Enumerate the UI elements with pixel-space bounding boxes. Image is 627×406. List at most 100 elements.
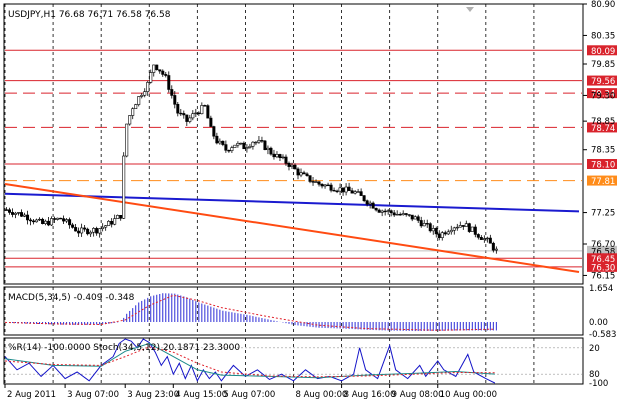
candle-body [470,226,474,232]
time-tick-label: 10 Aug 00:00 [440,390,497,400]
vertical-grid [4,4,535,384]
candle-body [29,219,33,222]
candle-body [125,123,129,157]
candle-body [326,184,330,187]
candle-body [86,228,90,235]
price-tick-label: 78.85 [591,117,615,127]
candle-body [182,113,186,116]
trendlines [4,183,580,273]
price-tick-label: 77.25 [591,209,615,219]
price-level-label: 77.81 [591,177,615,187]
candle-body [212,126,216,137]
candle-body [41,218,45,224]
candle-body [77,230,81,234]
candle-body [335,190,339,193]
price-level-label: 76.45 [591,255,615,265]
candle-body [299,172,303,176]
candle-body [152,64,156,73]
candle-body [119,215,123,219]
candle-body [23,214,27,217]
candle-body [206,105,210,119]
candle-body [344,186,348,193]
candle-body [20,212,24,217]
candle-body [176,103,180,114]
candle-body [80,227,84,234]
candle-body [134,104,138,110]
candle-body [347,186,351,191]
candle-body [26,214,30,221]
macd-signal-line [4,294,495,331]
candle-body [389,210,393,214]
candle-body [359,191,363,196]
candle-body [236,142,240,146]
candle-body [449,229,453,233]
price-tick-label: 76.15 [591,271,615,281]
candle-body [95,228,99,234]
price-level-tag [587,261,617,272]
candle-body [116,215,120,219]
candle-body [356,191,360,193]
candle-body [17,212,21,214]
candle-body [446,231,450,235]
time-tick-label: 4 Aug 15:00 [175,390,227,400]
candle-body [257,140,261,143]
candle-body [434,228,438,235]
candle-body [269,147,273,155]
candle-body [332,189,336,192]
price-tick-label: 79.30 [591,91,615,101]
candle-body [137,96,141,105]
candle-body [146,82,150,92]
candle-body [89,231,93,235]
candle-body [8,209,12,213]
price-level-tag [587,88,617,99]
orange-trendline [4,183,580,273]
candle-body [59,217,63,220]
candle-body [98,228,102,234]
candle-body [323,184,327,187]
blue-trendline [4,192,580,213]
candle-body [170,89,174,96]
candle-body [260,140,264,142]
candle-body [203,105,207,107]
candle-body [173,95,177,105]
price-tick-label: 76.70 [591,240,615,250]
candle-body [167,75,171,90]
candle-body [398,213,402,216]
shift-marker-icon[interactable] [466,7,474,12]
price-level-tag [587,159,617,169]
candle-body [419,220,423,227]
candle-body [407,214,411,216]
oscillator-tick-label: 20 [589,344,600,354]
oscillator-axis: 20 80-100 [589,344,608,389]
candle-body [107,220,111,226]
candle-body [491,242,495,251]
candle-body [254,141,258,144]
candle-body [230,147,234,151]
candle-body [53,218,57,220]
candle-body [209,117,213,127]
candle-body [341,187,345,193]
price-level-label: 79.34 [591,90,615,100]
candle-body [62,218,66,222]
candle-body [56,217,60,220]
macd-tick-label: -0.583 [589,330,616,340]
time-axis: 2 Aug 2011 3 Aug 07:00 3 Aug 23:004 Aug 15… [4,384,497,400]
candle-body [365,200,369,205]
candle-body [104,225,108,228]
macd-panel-frame [3,286,584,336]
candle-body [431,228,435,232]
candle-body [485,237,489,240]
candle-body [221,140,225,145]
candle-body [278,154,282,159]
candle-body [464,223,468,227]
candle-body [488,237,492,244]
candle-body [32,220,36,223]
candle-body [164,74,168,76]
candle-body [452,227,456,231]
candle-body [494,248,498,251]
candle-body [227,149,231,152]
candle-body [11,212,15,215]
time-tick-label: 2 Aug 2011 [7,390,56,400]
candle-body [263,140,267,150]
price-tick-label: 79.85 [591,60,615,70]
